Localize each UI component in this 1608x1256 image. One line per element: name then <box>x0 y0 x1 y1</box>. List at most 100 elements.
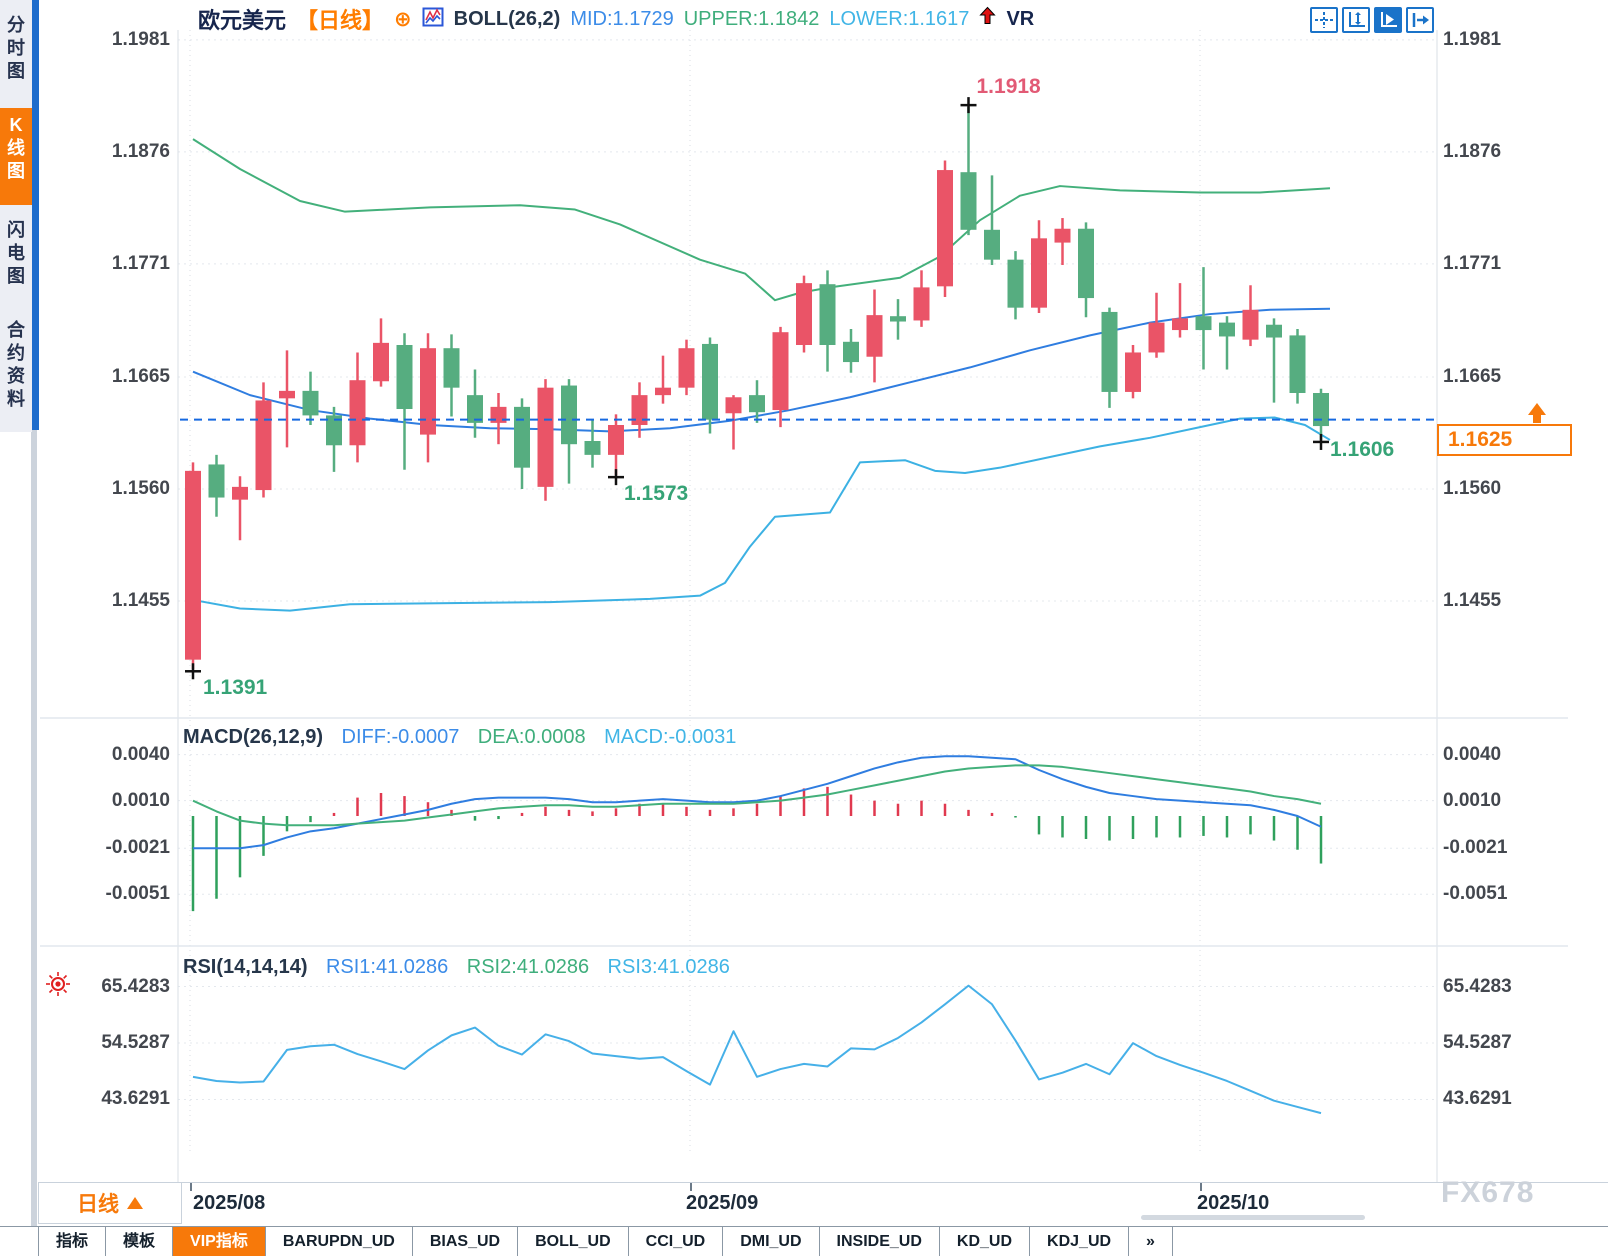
axis-label: 1.1981 <box>111 28 170 50</box>
candle <box>185 470 201 660</box>
rsi-line <box>192 984 1322 1115</box>
tab-模板[interactable]: 模板 <box>106 1227 174 1256</box>
boll-lower-value: LOWER:1.1617 <box>829 7 970 30</box>
candle <box>702 343 718 420</box>
rsi2-value: RSI2:41.0286 <box>466 956 590 978</box>
candle <box>960 172 977 230</box>
tab-»[interactable]: » <box>1129 1227 1173 1256</box>
candle <box>1266 324 1282 338</box>
date-tick <box>690 1183 692 1191</box>
candle <box>631 395 648 426</box>
macd-label: MACD(26,12,9) <box>183 726 324 748</box>
tab-DMI_UD[interactable]: DMI_UD <box>723 1227 820 1256</box>
chart-header: 欧元美元 【日线】 ⊕ BOLL(26,2) MID:1.1729 UPPER:… <box>198 6 1035 33</box>
date-label: 2025/09 <box>686 1192 759 1214</box>
candle <box>1313 393 1329 427</box>
candle <box>537 387 554 487</box>
macd-diff-line <box>193 755 1322 850</box>
price-markers <box>185 97 1329 680</box>
axis-label: 54.5287 <box>1443 1032 1512 1053</box>
boll-indicator-label: BOLL(26,2) <box>453 7 561 30</box>
candle <box>1007 259 1024 308</box>
axis-label: 0.0040 <box>1443 743 1502 765</box>
date-label: 2025/10 <box>1197 1192 1270 1214</box>
candle <box>1148 322 1165 353</box>
candle <box>1195 316 1212 331</box>
candle <box>326 415 342 446</box>
indicator-tab-bar: 指标 模板 VIP指标 BARUPDN_UD BIAS_UD BOLL_UD CCI_UD D… <box>0 1226 1608 1256</box>
tab-CCI_UD[interactable]: CCI_UD <box>629 1227 724 1256</box>
sidebar-item-分时图[interactable]: 分 时 图 <box>7 15 25 81</box>
candle <box>396 344 413 410</box>
rsi-panel-header: RSI(14,14,14) RSI1:41.0286 RSI2:41.0286 … <box>183 956 730 979</box>
sidebar-item-闪电图[interactable]: 闪 电 图 <box>7 220 25 286</box>
price-marker-label: 1.1606 <box>1330 437 1395 461</box>
axis-label: -0.0021 <box>105 837 170 859</box>
rsi-label: RSI(14,14,14) <box>183 956 308 978</box>
candle <box>937 170 953 287</box>
sidebar-scroll-strip[interactable] <box>31 0 39 430</box>
tab-BIAS_UD[interactable]: BIAS_UD <box>413 1227 519 1256</box>
period-selector[interactable]: 日线 <box>38 1183 182 1224</box>
axis-label: 1.1771 <box>1443 252 1502 274</box>
macd-panel <box>191 755 1323 912</box>
axis-label: 1.1771 <box>111 252 170 274</box>
axis-label: 1.1455 <box>111 590 170 611</box>
horizontal-scrollbar-thumb[interactable] <box>1141 1215 1365 1220</box>
candle <box>678 348 695 388</box>
sidebar-item-合约资料[interactable]: 合 约 资 料 <box>7 320 25 409</box>
candle <box>890 316 906 322</box>
exit-right-tool-button[interactable] <box>1406 7 1434 33</box>
axis-label: 0.0010 <box>1443 789 1502 811</box>
boll-upper-line <box>192 138 1331 302</box>
tab-VIP指标[interactable]: VIP指标 <box>173 1227 266 1256</box>
sidebar-item-K线图[interactable]: K 线 图 <box>0 108 32 205</box>
date-tick <box>190 1183 192 1191</box>
axis-label: 1.1876 <box>111 140 170 162</box>
date-tick <box>1200 1183 1202 1191</box>
rsi-panel <box>192 984 1322 1115</box>
period-tag: 【日线】 <box>296 8 385 33</box>
price-up-arrow-stem <box>1533 414 1541 423</box>
candle <box>913 287 930 321</box>
axis-label: 1.1560 <box>111 478 170 499</box>
macd-dea-line <box>192 764 1322 827</box>
period-selector-label: 日线 <box>77 1193 119 1216</box>
price-marker-label: 1.1391 <box>203 676 268 700</box>
watermark: FX678 <box>1441 1176 1535 1209</box>
candle <box>1101 311 1118 392</box>
add-indicator-icon[interactable]: ⊕ <box>394 7 412 31</box>
crosshair-tool-button[interactable] <box>1310 7 1338 33</box>
tab-KDJ_UD[interactable]: KDJ_UD <box>1030 1227 1130 1256</box>
vr-indicator-label[interactable]: VR <box>1006 7 1035 30</box>
period-selector-arrow-icon <box>127 1197 143 1209</box>
candle <box>655 387 671 396</box>
axis-label: 1.1876 <box>1443 140 1502 162</box>
candle <box>584 441 601 455</box>
axis-play-tool-button[interactable] <box>1374 7 1402 33</box>
axis-label: 1.1455 <box>1443 590 1502 611</box>
current-price-box: 1.1625 <box>1437 424 1572 456</box>
axis-label: 1.1560 <box>1443 478 1502 499</box>
candle <box>772 332 789 411</box>
tab-KD_UD[interactable]: KD_UD <box>940 1227 1031 1256</box>
candle <box>279 390 295 399</box>
mini-chart-icon <box>422 6 444 33</box>
axis-scale-tool-button[interactable] <box>1342 7 1370 33</box>
candle <box>208 464 225 498</box>
candle <box>1078 228 1094 299</box>
bollinger-bands <box>192 138 1331 612</box>
tab-BARUPDN_UD[interactable]: BARUPDN_UD <box>266 1227 413 1256</box>
candle <box>984 229 1000 260</box>
gridlines <box>178 30 1437 1155</box>
tab-BOLL_UD[interactable]: BOLL_UD <box>518 1227 629 1256</box>
boll-upper-value: UPPER:1.1842 <box>683 7 820 30</box>
axis-label: 0.0040 <box>111 743 170 765</box>
macd-dea-value: DEA:0.0008 <box>477 726 586 748</box>
alert-sun-icon <box>44 970 72 1003</box>
tab-指标[interactable]: 指标 <box>38 1227 107 1256</box>
chart-toolbar <box>1310 7 1434 33</box>
axis-label: 43.6291 <box>1443 1088 1512 1110</box>
tab-INSIDE_UD[interactable]: INSIDE_UD <box>820 1227 940 1256</box>
